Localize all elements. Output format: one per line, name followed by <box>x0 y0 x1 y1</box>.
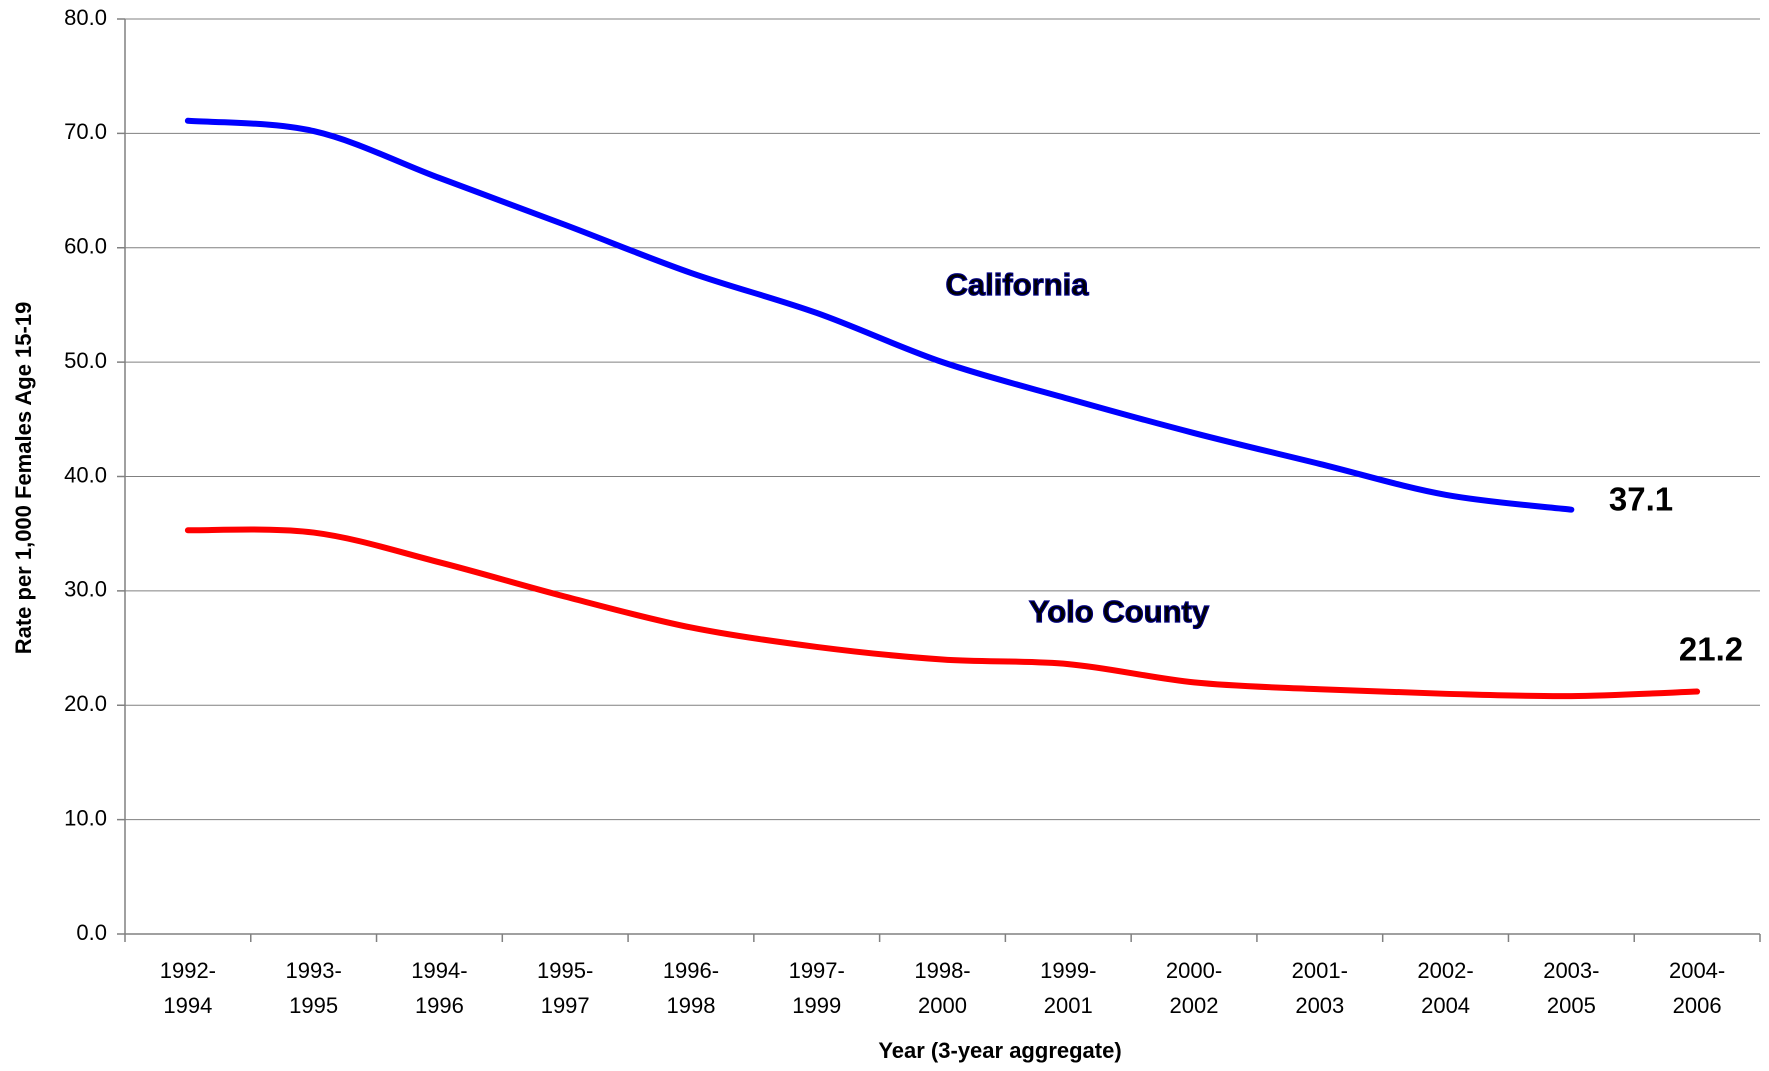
x-tick-label: 1999- 2001 <box>1040 958 1096 1018</box>
x-tick-label-line: 2002- <box>1417 958 1473 983</box>
x-tick-label: 2003- 2005 <box>1543 958 1599 1018</box>
x-tick-label-line: 1996 <box>415 993 464 1018</box>
line-series <box>184 526 1701 700</box>
x-tick-label-line: 2001- <box>1292 958 1348 983</box>
x-tick-label: 1992- 1994 <box>160 958 216 1018</box>
y-tick-label: 30.0 <box>64 577 107 602</box>
x-tick-label-line: 1995- <box>537 958 593 983</box>
x-tick-label-line: 1994- <box>411 958 467 983</box>
y-tick-label: 50.0 <box>64 348 107 373</box>
x-tick-label-line: 1994 <box>163 993 212 1018</box>
x-tick-label-line: 2000 <box>918 993 967 1018</box>
x-tick-label-line: 2004- <box>1669 958 1725 983</box>
x-tick-label-line: 1993- <box>286 958 342 983</box>
data-label: 37.1 <box>1609 481 1673 518</box>
x-tick-label-line: 1997 <box>541 993 590 1018</box>
x-tick-label-line: 2004 <box>1421 993 1470 1018</box>
x-tick-label: 1997- 1999 <box>789 958 845 1018</box>
y-tick-label: 20.0 <box>64 691 107 716</box>
x-tick-label-line: 1999- <box>1040 958 1096 983</box>
x-tick-label-line: 1998- <box>914 958 970 983</box>
series-label: Yolo County <box>1029 594 1210 629</box>
x-tick-label-line: 1998 <box>666 993 715 1018</box>
y-tick-label: 40.0 <box>64 462 107 487</box>
x-axis-title: Year (3-year aggregate) <box>878 1038 1121 1063</box>
y-tick-label: 10.0 <box>64 805 107 830</box>
y-tick-label: 0.0 <box>76 920 107 945</box>
x-tick-label: 2002- 2004 <box>1417 958 1473 1018</box>
y-axis-title: Rate per 1,000 Females Age 15-19 <box>11 302 36 655</box>
x-tick-label-line: 2001 <box>1044 993 1093 1018</box>
x-tick-label: 2000- 2002 <box>1166 958 1222 1018</box>
x-tick-label: 1994- 1996 <box>411 958 467 1018</box>
line-series <box>184 117 1575 513</box>
x-tick-label-line: 2003- <box>1543 958 1599 983</box>
x-tick-label-line: 2000- <box>1166 958 1222 983</box>
y-tick-label: 80.0 <box>64 5 107 30</box>
y-tick-label: 70.0 <box>64 119 107 144</box>
x-tick-label: 1993- 1995 <box>286 958 342 1018</box>
x-tick-label-line: 1996- <box>663 958 719 983</box>
x-tick-label-line: 1997- <box>789 958 845 983</box>
x-tick-label-line: 2005 <box>1547 993 1596 1018</box>
x-tick-label-line: 1995 <box>289 993 338 1018</box>
x-tick-label: 2004- 2006 <box>1669 958 1725 1018</box>
x-tick-label: 1998- 2000 <box>914 958 970 1018</box>
y-tick-label: 60.0 <box>64 234 107 259</box>
x-tick-label-line: 1992- <box>160 958 216 983</box>
x-tick-label: 1995- 1997 <box>537 958 593 1018</box>
x-tick-label-line: 2002 <box>1170 993 1219 1018</box>
x-tick-label-line: 2003 <box>1295 993 1344 1018</box>
x-tick-label-line: 2006 <box>1673 993 1722 1018</box>
x-tick-label: 1996- 1998 <box>663 958 719 1018</box>
x-tick-label-line: 1999 <box>792 993 841 1018</box>
data-label: 21.2 <box>1679 631 1743 668</box>
series-label: California <box>946 267 1090 302</box>
x-tick-label: 2001- 2003 <box>1292 958 1348 1018</box>
